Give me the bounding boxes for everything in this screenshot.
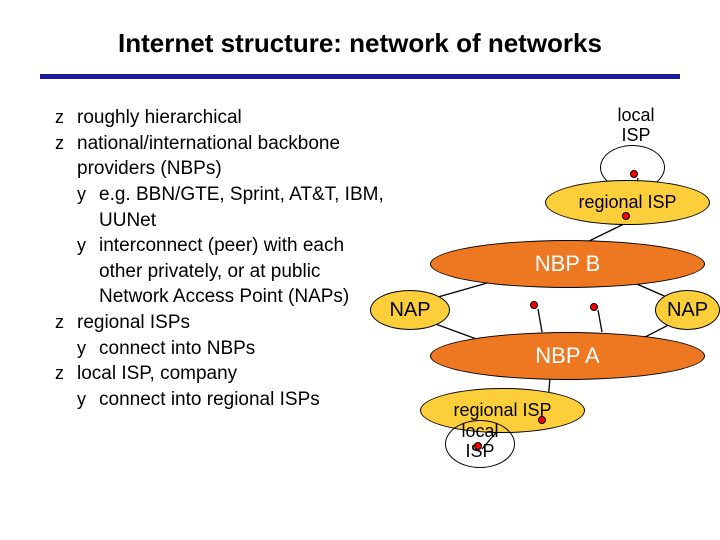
nbp-a-node: NBP A bbox=[430, 332, 705, 380]
sub-bullet-item: yinterconnect (peer) with each other pri… bbox=[77, 233, 385, 310]
nbp-b-label: NBP B bbox=[535, 251, 601, 277]
nap-left-node: NAP bbox=[370, 290, 450, 330]
nap-right-label: NAP bbox=[667, 299, 708, 322]
z-bullet-icon: z bbox=[55, 131, 77, 182]
nap-left-label: NAP bbox=[389, 299, 430, 322]
regional-isp-top-label: regional ISP bbox=[578, 192, 676, 213]
connection-dot bbox=[530, 301, 538, 309]
local-isp-top-label: local ISP bbox=[606, 106, 666, 146]
sub-bullet-text: interconnect (peer) with each other priv… bbox=[99, 233, 385, 310]
bullet-text: local ISP, company bbox=[77, 361, 385, 387]
connection-dot bbox=[474, 442, 482, 450]
sub-bullet-text: connect into NBPs bbox=[99, 336, 385, 362]
nbp-b-node: NBP B bbox=[430, 240, 705, 288]
sub-bullet-item: yconnect into NBPs bbox=[77, 336, 385, 362]
connection-dot bbox=[590, 303, 598, 311]
bullet-text: regional ISPs bbox=[77, 310, 385, 336]
y-bullet-icon: y bbox=[77, 387, 99, 413]
sub-bullet-item: yconnect into regional ISPs bbox=[77, 387, 385, 413]
bullet-item: zlocal ISP, company bbox=[55, 361, 385, 387]
y-bullet-icon: y bbox=[77, 233, 99, 310]
network-diagram: regional ISP NBP B NAP NAP NBP A regional ISP… bbox=[370, 110, 720, 480]
connection-dot bbox=[630, 170, 638, 178]
bullet-item: znational/international backbone provide… bbox=[55, 131, 385, 182]
bullet-list: zroughly hierarchicalznational/internati… bbox=[55, 105, 385, 413]
regional-isp-bot-label: regional ISP bbox=[453, 400, 551, 421]
y-bullet-icon: y bbox=[77, 182, 99, 233]
z-bullet-icon: z bbox=[55, 361, 77, 387]
sub-bullet-text: e.g. BBN/GTE, Sprint, AT&T, IBM, UUNet bbox=[99, 182, 385, 233]
page-title: Internet structure: network of networks bbox=[0, 28, 720, 59]
z-bullet-icon: z bbox=[55, 310, 77, 336]
sub-bullet-text: connect into regional ISPs bbox=[99, 387, 385, 413]
connection-dot bbox=[622, 212, 630, 220]
bullet-text: roughly hierarchical bbox=[77, 105, 385, 131]
nap-right-node: NAP bbox=[655, 290, 720, 330]
bullet-text: national/international backbone provider… bbox=[77, 131, 385, 182]
bullet-item: zroughly hierarchical bbox=[55, 105, 385, 131]
connection-dot bbox=[538, 416, 546, 424]
y-bullet-icon: y bbox=[77, 336, 99, 362]
bullet-item: zregional ISPs bbox=[55, 310, 385, 336]
nbp-a-label: NBP A bbox=[535, 343, 599, 369]
sub-bullet-item: ye.g. BBN/GTE, Sprint, AT&T, IBM, UUNet bbox=[77, 182, 385, 233]
title-rule bbox=[40, 74, 680, 79]
z-bullet-icon: z bbox=[55, 105, 77, 131]
